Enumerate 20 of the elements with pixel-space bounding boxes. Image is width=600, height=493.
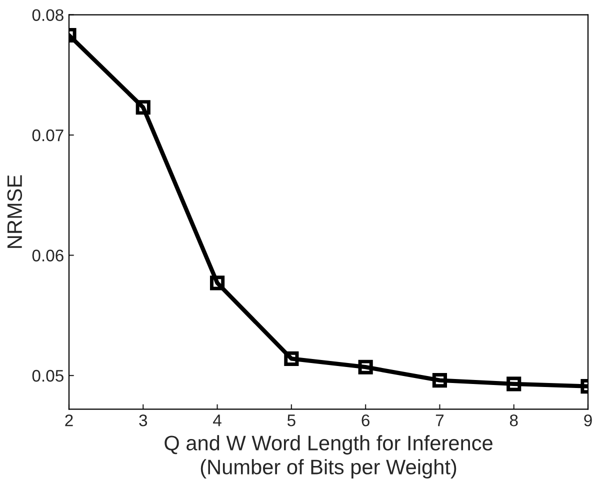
x-tick-label: 9 <box>584 414 592 426</box>
x-tick-label: 5 <box>287 414 296 426</box>
y-tick-label: 0.06 <box>32 250 64 262</box>
x-tick-label: 7 <box>436 414 444 426</box>
x-tick-label: 8 <box>510 414 518 426</box>
x-tick-label: 4 <box>213 414 222 426</box>
x-axis-title: Q and W Word Length for Inference (Number of Bits per Weight) <box>164 435 492 479</box>
point <box>432 373 448 388</box>
x-tick-label: 3 <box>139 414 148 426</box>
point <box>210 276 225 290</box>
y-tick-label: 0.05 <box>32 370 64 382</box>
y-tick-label: 0.07 <box>32 129 64 142</box>
y-axis-title: NRMSE <box>7 175 22 248</box>
y-tick-label: 0.08 <box>32 9 64 21</box>
x-tick-label: 6 <box>362 414 370 426</box>
point <box>358 360 373 374</box>
point <box>506 376 522 392</box>
x-tick-label: 2 <box>65 414 73 426</box>
point <box>284 351 299 366</box>
point <box>136 100 150 115</box>
